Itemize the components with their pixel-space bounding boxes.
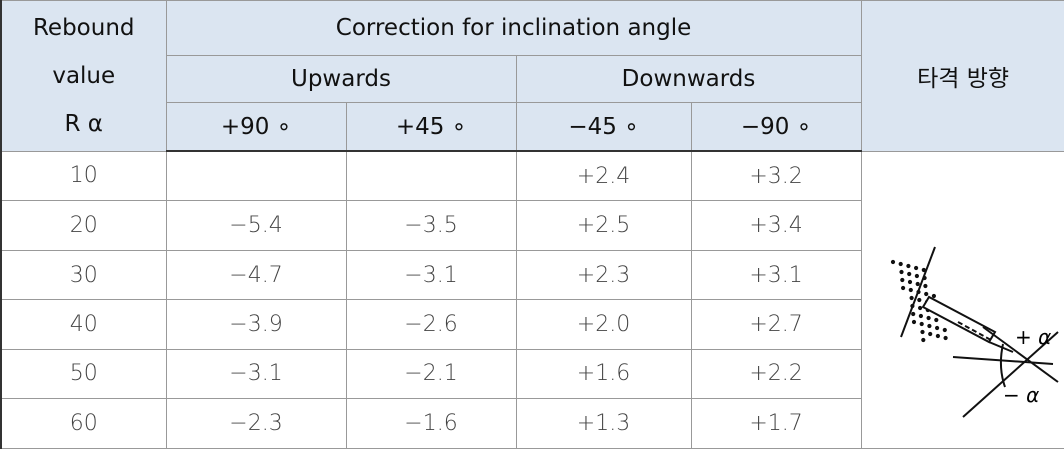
header-cell: −90 ∘ <box>691 103 861 152</box>
header-text: value <box>2 52 166 100</box>
table-cell: 20 <box>1 201 166 250</box>
table-cell: +3.1 <box>691 250 861 299</box>
header-cell: +90 ∘ <box>166 103 346 152</box>
figure-cell: + α − α <box>861 151 1064 448</box>
table-cell: +3.2 <box>691 151 861 201</box>
table-cell: +2.4 <box>516 151 691 201</box>
table-cell: −2.3 <box>166 399 346 448</box>
table-cell: +2.5 <box>516 201 691 250</box>
table-cell: −1.6 <box>346 399 516 448</box>
table-cell: +1.3 <box>516 399 691 448</box>
header-cell: Downwards <box>516 56 861 103</box>
table-cell: −3.9 <box>166 300 346 349</box>
header-text: R α <box>2 100 166 148</box>
header-row: Rebound value R α Correction for inclina… <box>1 1 1064 56</box>
header-text: Rebound <box>2 4 166 52</box>
correction-table: Rebound value R α Correction for inclina… <box>0 0 1064 449</box>
table-cell: +3.4 <box>691 201 861 250</box>
table-cell: −2.1 <box>346 349 516 398</box>
figure-label: + α <box>1015 325 1051 349</box>
table-cell: −2.6 <box>346 300 516 349</box>
figure-label: − α <box>1003 383 1039 407</box>
table-cell: −5.4 <box>166 201 346 250</box>
table-cell: +2.2 <box>691 349 861 398</box>
header-cell: −45 ∘ <box>516 103 691 152</box>
table-cell: 10 <box>1 151 166 201</box>
table-cell: −3.1 <box>346 250 516 299</box>
header-cell: Correction for inclination angle <box>166 1 861 56</box>
header-cell: Rebound value R α <box>1 1 166 152</box>
table-cell: 30 <box>1 250 166 299</box>
table-cell: 60 <box>1 399 166 448</box>
header-cell: Upwards <box>166 56 516 103</box>
table-cell: +1.7 <box>691 399 861 448</box>
table-cell <box>346 151 516 201</box>
table-cell: +1.6 <box>516 349 691 398</box>
direction-figure: + α − α <box>863 152 1063 442</box>
table-cell: +2.3 <box>516 250 691 299</box>
header-cell: 타격 방향 <box>861 1 1064 152</box>
table-cell: +2.7 <box>691 300 861 349</box>
table-cell: 50 <box>1 349 166 398</box>
table-cell: −3.5 <box>346 201 516 250</box>
table-cell: +2.0 <box>516 300 691 349</box>
table-cell: −4.7 <box>166 250 346 299</box>
page: Rebound value R α Correction for inclina… <box>0 0 1064 447</box>
table-row: 10+2.4+3.2 + α − α <box>1 151 1064 201</box>
header-cell: +45 ∘ <box>346 103 516 152</box>
table-cell: 40 <box>1 300 166 349</box>
table-cell: −3.1 <box>166 349 346 398</box>
wall <box>891 247 947 342</box>
table-cell <box>166 151 346 201</box>
